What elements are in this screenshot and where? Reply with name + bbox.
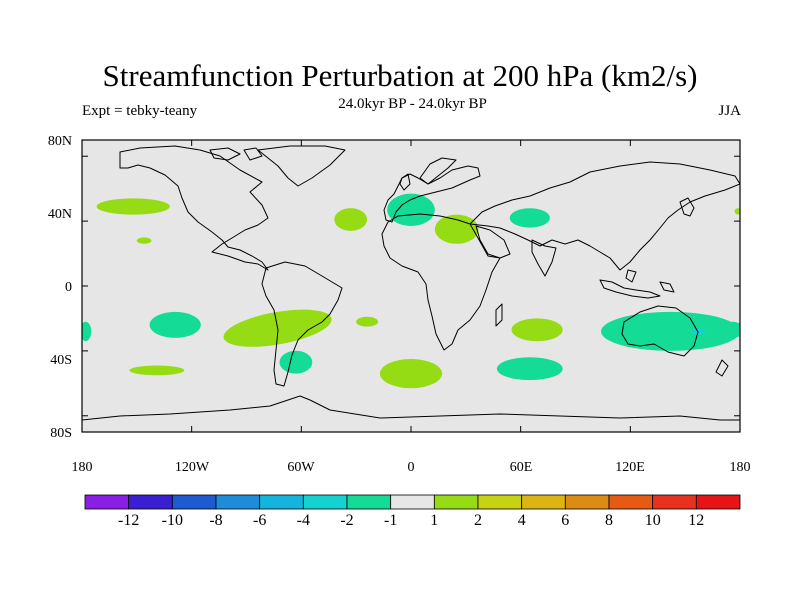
colorbar-swatch-2 [171,494,217,510]
colorbar-swatch-9 [477,494,523,510]
lon-label-120e: 120E [615,460,645,475]
colorbar-swatch-0 [84,494,130,510]
coast-madagascar [495,303,503,327]
colorbar-label: 6 [561,512,570,529]
coast-north-america [119,145,269,271]
colorbar-label: 12 [688,512,705,529]
colorbar-label: -10 [161,512,183,529]
coast-europe [383,165,481,223]
lat-label-80n: 80N [47,134,72,149]
coast-britain [399,173,411,191]
anomaly-region-12 [511,318,563,342]
colorbar-label: -2 [340,512,354,529]
coastlines [82,145,740,421]
anomaly-region-5 [279,350,313,374]
anomaly-region-16 [721,321,740,338]
anomaly-region-8 [356,316,379,327]
colorbar-swatch-10 [521,494,566,510]
colorbar-swatch-4 [259,494,304,510]
colorbar-swatch-8 [433,494,479,510]
lon-label-180w: 180 [71,460,93,475]
coast-arabia [475,225,511,259]
colorbar-label: -8 [209,512,223,529]
anomaly-layer [82,193,740,389]
lon-label-180e: 180 [729,460,751,475]
anomaly-region-0 [96,198,170,215]
lat-label-80s: 80S [50,426,72,441]
lat-label-0: 0 [65,280,72,295]
colorbar-swatch-3 [215,494,261,510]
colorbar-label: 1 [430,512,439,529]
coast-japan [679,197,695,217]
lon-label-60w: 60W [287,460,315,475]
colorbar-swatch-11 [564,494,610,510]
colorbar-label: -6 [253,512,267,529]
page-title: Streamfunction Perturbation at 200 hPa (… [102,58,698,93]
colorbar-label: -4 [296,512,310,529]
tick-marks [81,140,741,432]
coast-antarctica [82,395,740,421]
anomaly-region-11 [509,208,550,228]
coast-scandinavia [419,157,457,185]
colorbar-label: 2 [474,512,482,529]
anomaly-region-18 [734,208,740,215]
coast-greenland [257,145,346,187]
coast-new-zealand [715,359,729,377]
colorbar-label: -1 [384,512,398,529]
colorbar-swatch-13 [652,494,697,510]
lon-label-60e: 60E [509,460,533,475]
coast-australia [621,305,699,357]
colorbar [84,494,741,510]
colorbar-swatch-5 [302,494,348,510]
experiment-label: Expt = tebky-teany [82,103,198,119]
anomaly-region-6 [129,365,185,376]
coast-asia [469,161,740,271]
lon-label-120w: 120W [174,460,210,475]
anomaly-region-10 [434,214,479,244]
anomaly-region-14 [496,357,563,381]
anomaly-region-13 [379,359,443,389]
coast-arctic-islands [209,147,263,161]
colorbar-label: 8 [605,512,613,529]
coast-africa [381,213,501,351]
lat-label-40n: 40N [47,207,72,222]
anomaly-region-7 [334,208,368,231]
lon-label-0: 0 [407,460,415,475]
colorbar-label: -12 [118,512,140,529]
colorbar-swatch-6 [346,494,392,510]
colorbar-swatch-12 [608,494,654,510]
coast-south-america [261,261,343,387]
anomaly-region-15 [601,311,740,351]
colorbar-swatch-14 [695,494,741,510]
anomaly-region-9 [387,193,435,226]
colorbar-swatch-1 [128,494,173,510]
map-background [82,140,740,432]
colorbar-label: 4 [517,512,526,529]
anomaly-region-1 [136,237,152,244]
plot-subtitle: 24.0kyr BP - 24.0kyr BP [338,96,487,112]
colorbar-label: 10 [644,512,661,529]
lat-label-40s: 40S [50,353,72,368]
colorbar-swatch-7 [390,494,435,510]
anomaly-region-3 [82,321,92,342]
season-label: JJA [718,103,741,119]
coast-indonesia [599,269,675,299]
coast-india [531,239,557,277]
anomaly-region-2 [149,311,201,338]
